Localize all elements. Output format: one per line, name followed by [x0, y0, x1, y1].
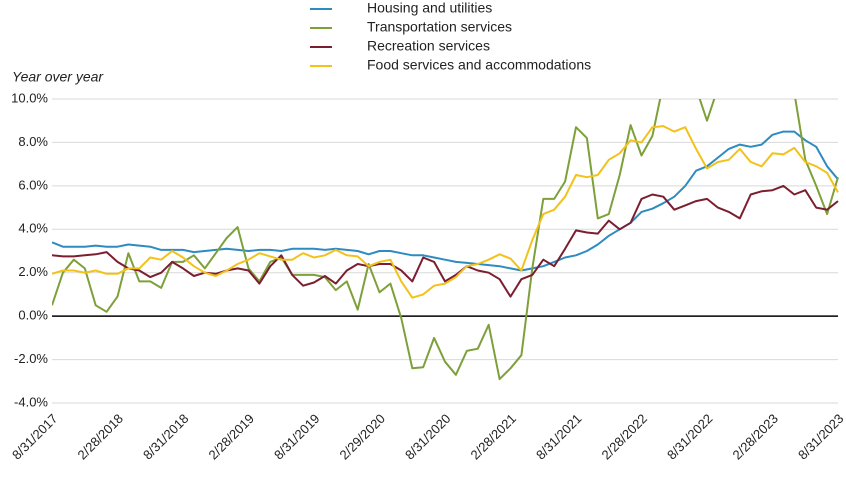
legend-label: Food services and accommodations [367, 57, 591, 73]
y-tick-label: 6.0% [18, 177, 48, 192]
y-axis-label: Year over year [12, 69, 104, 85]
x-tick-label: 8/31/2018 [140, 411, 192, 463]
y-tick-label: -2.0% [14, 351, 48, 366]
y-tick-label: 8.0% [18, 134, 48, 149]
y-tick-label: 10.0% [11, 90, 48, 105]
x-tick-label: 8/31/2022 [664, 411, 716, 463]
y-tick-label: 0.0% [18, 308, 48, 323]
x-tick-label: 2/29/2020 [337, 411, 389, 463]
x-tick-label: 2/28/2019 [206, 411, 258, 463]
x-tick-label: 2/28/2022 [599, 411, 651, 463]
plot-area [52, 99, 839, 381]
series-line [52, 125, 839, 299]
x-tick-label: 8/31/2017 [9, 411, 61, 463]
x-tick-label: 8/31/2019 [271, 411, 323, 463]
y-tick-label: 4.0% [18, 221, 48, 236]
y-tick-label: 2.0% [18, 264, 48, 279]
series-line [52, 99, 839, 381]
x-tick-label: 8/31/2021 [533, 411, 585, 463]
legend-label: Housing and utilities [367, 0, 492, 16]
x-tick-label: 8/31/2023 [795, 411, 846, 463]
series-line [52, 184, 839, 298]
y-tick-label: -4.0% [14, 394, 48, 409]
x-tick-label: 2/28/2021 [468, 411, 520, 463]
series-line [52, 130, 839, 272]
legend-label: Transportation services [367, 19, 512, 35]
legend-label: Recreation services [367, 38, 490, 54]
x-tick-label: 2/28/2018 [75, 411, 127, 463]
x-tick-label: 2/28/2023 [730, 411, 782, 463]
x-tick-label: 8/31/2020 [402, 411, 454, 463]
